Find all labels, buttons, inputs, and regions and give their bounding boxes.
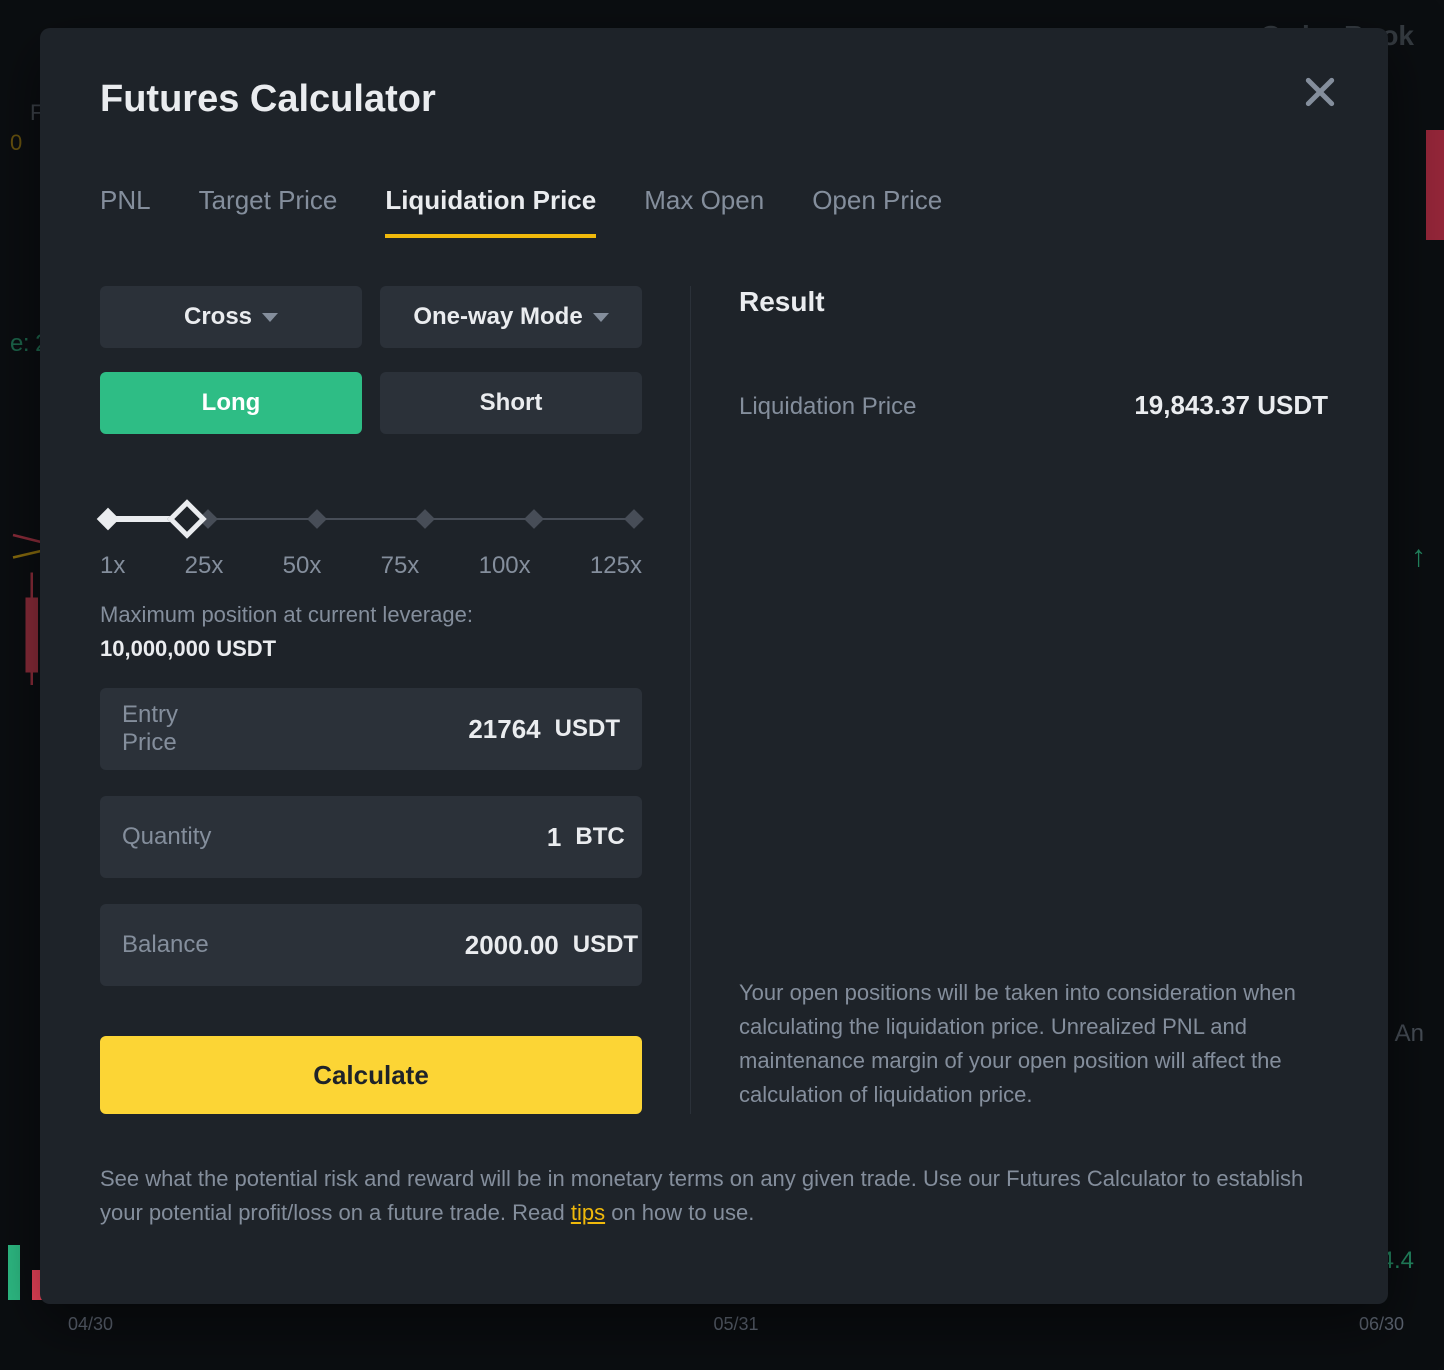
max-position-value: 10,000,000 USDT — [100, 636, 642, 662]
chevron-down-icon — [262, 313, 278, 322]
max-position-label: Maximum position at current leverage: — [100, 602, 642, 628]
balance-input[interactable] — [209, 930, 573, 961]
quantity-label: Quantity — [122, 823, 211, 851]
modal-title: Futures Calculator — [100, 78, 1328, 121]
axis-tick: 05/31 — [713, 1314, 758, 1335]
balance-field[interactable]: Balance USDT — [100, 904, 642, 986]
tab-pnl[interactable]: PNL — [100, 185, 151, 238]
slider-label: 75x — [381, 552, 420, 580]
result-note: Your open positions will be taken into c… — [739, 976, 1328, 1114]
slider-tick — [307, 509, 327, 529]
result-title: Result — [739, 286, 1328, 318]
slider-handle[interactable] — [167, 499, 207, 539]
balance-label: Balance — [122, 931, 209, 959]
entry-price-input[interactable] — [191, 714, 555, 745]
margin-mode-value: Cross — [184, 303, 252, 331]
footer-note: See what the potential risk and reward w… — [100, 1162, 1328, 1230]
calculator-inputs-panel: Cross One-way Mode Long Short — [100, 286, 690, 1114]
quantity-unit: BTC — [575, 823, 624, 851]
position-mode-dropdown[interactable]: One-way Mode — [380, 286, 642, 348]
chevron-down-icon — [593, 313, 609, 322]
slider-tick — [624, 509, 644, 529]
slider-tick — [97, 508, 120, 531]
balance-unit: USDT — [573, 931, 638, 959]
bg-label-fragment-2: 0 — [10, 130, 22, 156]
calculator-tabs: PNL Target Price Liquidation Price Max O… — [100, 185, 1328, 238]
quantity-field[interactable]: Quantity BTC — [100, 796, 642, 878]
quantity-input[interactable] — [211, 822, 575, 853]
slider-tick — [524, 509, 544, 529]
slider-label: 1x — [100, 552, 125, 580]
margin-mode-dropdown[interactable]: Cross — [100, 286, 362, 348]
slider-label: 125x — [590, 552, 642, 580]
max-position-block: Maximum position at current leverage: 10… — [100, 602, 642, 662]
leverage-slider[interactable] — [100, 504, 642, 534]
trend-up-icon: ↑ — [1411, 540, 1426, 574]
slider-label: 25x — [185, 552, 224, 580]
bg-sell-depth-bar — [1426, 130, 1444, 240]
bg-column-label-fragment: An — [1395, 1020, 1424, 1048]
position-mode-value: One-way Mode — [413, 303, 582, 331]
long-button[interactable]: Long — [100, 372, 362, 434]
liquidation-price-label: Liquidation Price — [739, 393, 1134, 421]
axis-tick: 06/30 — [1359, 1314, 1404, 1335]
slider-label: 100x — [479, 552, 531, 580]
tab-target-price[interactable]: Target Price — [199, 185, 338, 238]
chart-x-axis: 04/30 05/31 06/30 — [68, 1314, 1404, 1335]
entry-price-label: Entry Price — [122, 701, 191, 757]
tips-link[interactable]: tips — [571, 1200, 605, 1225]
tab-max-open[interactable]: Max Open — [644, 185, 764, 238]
tab-liquidation-price[interactable]: Liquidation Price — [385, 185, 596, 238]
slider-labels: 1x 25x 50x 75x 100x 125x — [100, 552, 642, 580]
footer-text-after: on how to use. — [605, 1200, 754, 1225]
short-button[interactable]: Short — [380, 372, 642, 434]
close-button[interactable] — [1300, 72, 1340, 112]
tab-open-price[interactable]: Open Price — [812, 185, 942, 238]
slider-label: 50x — [283, 552, 322, 580]
close-icon — [1300, 72, 1340, 112]
axis-tick: 04/30 — [68, 1314, 113, 1335]
entry-price-field[interactable]: Entry Price USDT — [100, 688, 642, 770]
liquidation-price-value: 19,843.37 USDT — [1134, 390, 1328, 421]
entry-price-unit: USDT — [555, 715, 620, 743]
result-panel: Result Liquidation Price 19,843.37 USDT … — [691, 286, 1328, 1114]
slider-tick — [415, 509, 435, 529]
futures-calculator-modal: Futures Calculator PNL Target Price Liqu… — [40, 28, 1388, 1304]
calculate-button[interactable]: Calculate — [100, 1036, 642, 1114]
